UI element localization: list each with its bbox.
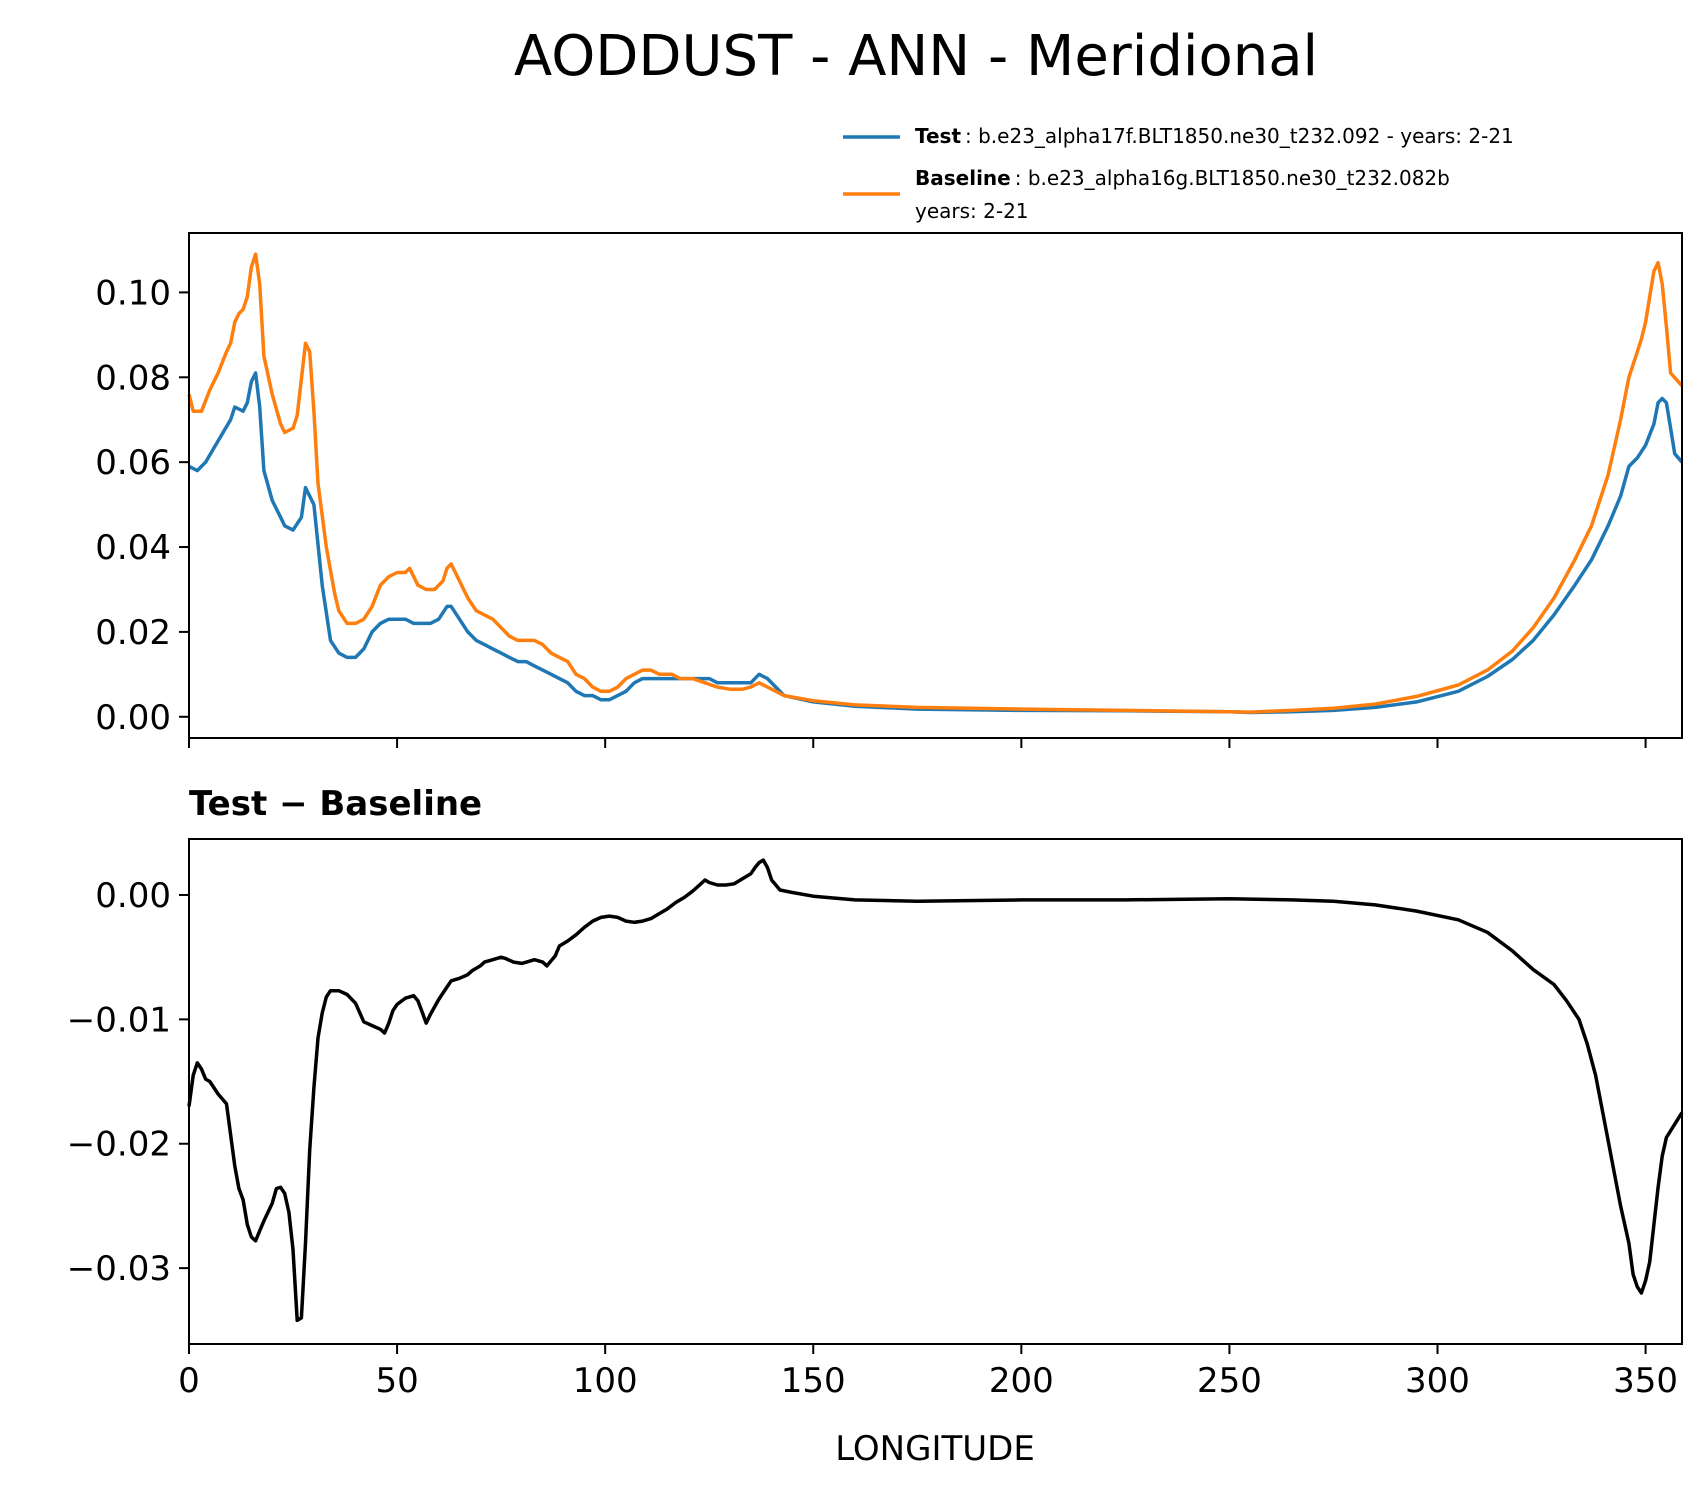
y-tick-label: 0.10 <box>95 273 171 313</box>
difference-panel-title: Test − Baseline <box>189 784 482 824</box>
y-tick-label: 0.08 <box>95 358 171 398</box>
legend-baseline-text: : b.e23_alpha16g.BLT1850.ne30_t232.082b <box>1015 166 1450 190</box>
y-tick-label: 0.00 <box>95 698 171 738</box>
legend-baseline-years: years: 2-21 <box>915 199 1029 223</box>
x-tick-label: 150 <box>781 1361 846 1401</box>
x-tick-label: 100 <box>573 1361 638 1401</box>
x-axis-label: LONGITUDE <box>835 1429 1035 1469</box>
legend-test-text: : b.e23_alpha17f.BLT1850.ne30_t232.092 -… <box>965 124 1514 148</box>
x-tick-label: 300 <box>1405 1361 1470 1401</box>
difference-panel-frame <box>188 838 1683 1345</box>
x-tick-label: 50 <box>375 1361 418 1401</box>
legend-baseline-name: Baseline <box>915 166 1011 190</box>
x-tick-label: 350 <box>1613 1361 1678 1401</box>
y-tick-label: 0.06 <box>95 443 171 483</box>
x-tick-label: 200 <box>989 1361 1054 1401</box>
y-tick-label: −0.02 <box>67 1125 171 1165</box>
x-tick-label: 250 <box>1197 1361 1262 1401</box>
y-tick-label: −0.03 <box>67 1249 171 1289</box>
y-tick-label: 0.00 <box>95 876 171 916</box>
y-tick-label: 0.04 <box>95 528 171 568</box>
top-panel-frame <box>188 232 1683 739</box>
series-line-baseline <box>187 252 1684 714</box>
chart-title: AODDUST - ANN - Meridional <box>514 24 1318 89</box>
series-line-test <box>188 371 1684 715</box>
top-panel: 0.00 0.02 0.04 0.06 0.08 0.10 <box>95 232 1684 748</box>
legend: Test: b.e23_alpha17f.BLT1850.ne30_t232.0… <box>843 124 1514 223</box>
x-tick-label: 0 <box>178 1361 200 1401</box>
svg-text:Baseline: b.e23_alpha16g.BLT18: Baseline: b.e23_alpha16g.BLT1850.ne30_t2… <box>915 166 1450 190</box>
y-tick-label: 0.02 <box>95 613 171 653</box>
y-tick-label: −0.01 <box>67 1000 171 1040</box>
difference-panel: 0 50 100 150 200 250 300 350 0.00 −0.01 −0.02 −0.03 <box>67 838 1684 1401</box>
legend-test-name: Test <box>915 124 961 148</box>
svg-text:Test: b.e23_alpha17f.BLT1850.n: Test: b.e23_alpha17f.BLT1850.ne30_t232.0… <box>915 124 1514 148</box>
series-line-test-baseline <box>187 858 1684 1323</box>
